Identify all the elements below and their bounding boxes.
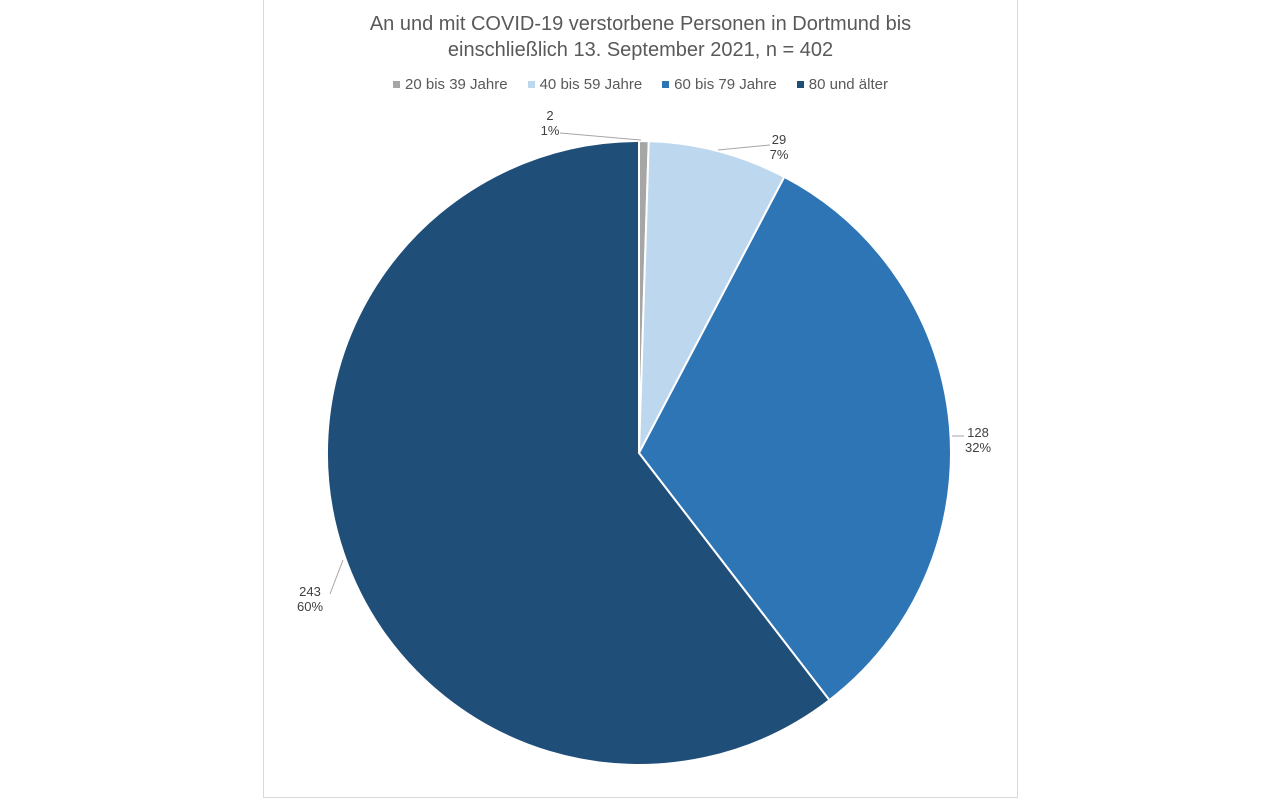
legend-item-80-plus: 80 und älter — [796, 76, 888, 93]
chart-legend: 20 bis 39 Jahre 40 bis 59 Jahre 60 bis 7… — [263, 76, 1018, 93]
slice-20-39-value-label: 2 — [546, 108, 553, 123]
legend-label-20-39: 20 bis 39 Jahre — [405, 76, 508, 93]
slice-20-39-percent-label: 1% — [541, 123, 560, 138]
chart-title: An und mit COVID-19 verstorbene Personen… — [263, 11, 1018, 63]
legend-swatch-60-79 — [662, 81, 670, 88]
slice-40-59 — [638, 140, 786, 454]
slice-80-plus-percent-label: 60% — [297, 599, 323, 614]
slice-80-plus — [326, 139, 831, 766]
slice-60-79 — [637, 175, 952, 702]
legend-item-60-79: 60 bis 79 Jahre — [662, 76, 777, 93]
slice-40-59-percent-label: 7% — [770, 147, 789, 162]
legend-swatch-80-plus — [796, 81, 804, 88]
legend-swatch-40-59 — [527, 81, 535, 88]
slice-40-59-leader-line — [717, 144, 771, 151]
legend-item-20-39: 20 bis 39 Jahre — [393, 76, 508, 93]
legend-label-80-plus: 80 und älter — [808, 76, 888, 93]
slice-60-79-value-label: 128 — [967, 425, 989, 440]
legend-label-60-79: 60 bis 79 Jahre — [674, 76, 777, 93]
slice-80-plus-leader-line — [329, 559, 344, 595]
legend-item-40-59: 40 bis 59 Jahre — [527, 76, 643, 93]
legend-swatch-20-39 — [393, 81, 401, 88]
slice-40-59-value-label: 29 — [772, 132, 786, 147]
chart-title-line-1: An und mit COVID-19 verstorbene Personen… — [369, 13, 912, 35]
slice-60-79-percent-label: 32% — [965, 440, 991, 455]
slice-20-39-leader-line — [559, 132, 642, 141]
slice-80-plus-value-label: 243 — [299, 584, 321, 599]
legend-label-40-59: 40 bis 59 Jahre — [539, 76, 643, 93]
chart-title-line-2: einschließlich 13. September 2021, n = 4… — [447, 39, 834, 61]
